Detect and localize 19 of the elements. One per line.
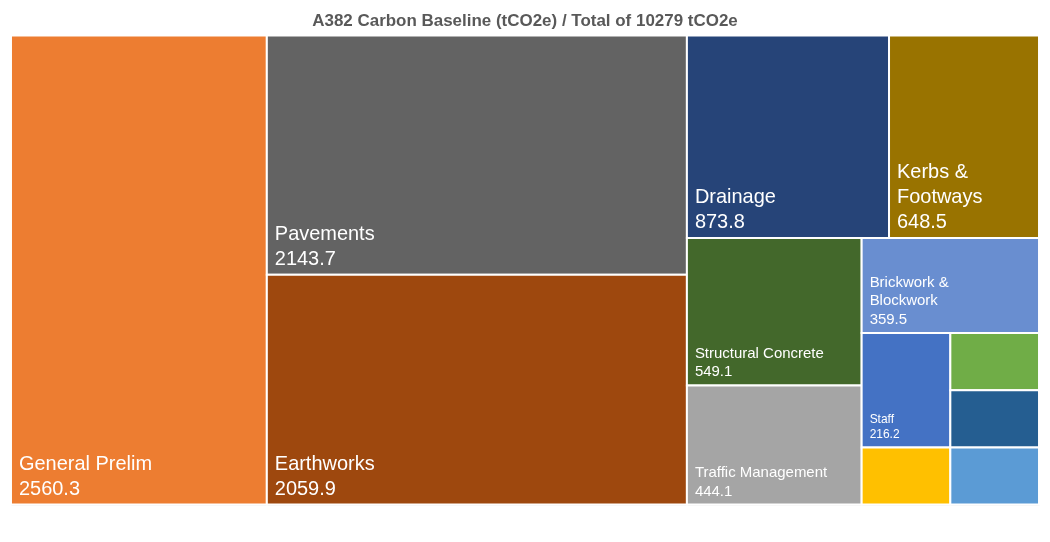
category-label: Traffic Management xyxy=(694,462,829,480)
category-label: Staff xyxy=(869,412,895,427)
data-label: 2560.3 xyxy=(18,476,80,499)
text: A382 Carbon Baseline (tCO2e) / Total of 10279 tCO2e xyxy=(312,11,738,31)
category-label: Kerbs & Footways xyxy=(897,160,983,208)
category-label: Structural Concrete xyxy=(694,343,824,361)
data-label: 444.1 xyxy=(694,481,733,499)
category-label: Drainage xyxy=(694,185,776,208)
data-label: 873.8 xyxy=(694,210,745,233)
category-label: General Prelim xyxy=(18,451,153,474)
data-label: 648.5 xyxy=(897,210,947,233)
data-label: 2059.9 xyxy=(274,476,336,499)
category-label: Pavements xyxy=(274,221,375,244)
category-label: Brickwork & Blockwork xyxy=(869,272,949,309)
category-label: Earthworks xyxy=(274,451,375,474)
data-label: 549.1 xyxy=(694,362,733,380)
data-label: 2143.7 xyxy=(274,246,336,269)
data-label: 216.2 xyxy=(869,427,900,442)
data-label: 359.5 xyxy=(869,310,908,328)
